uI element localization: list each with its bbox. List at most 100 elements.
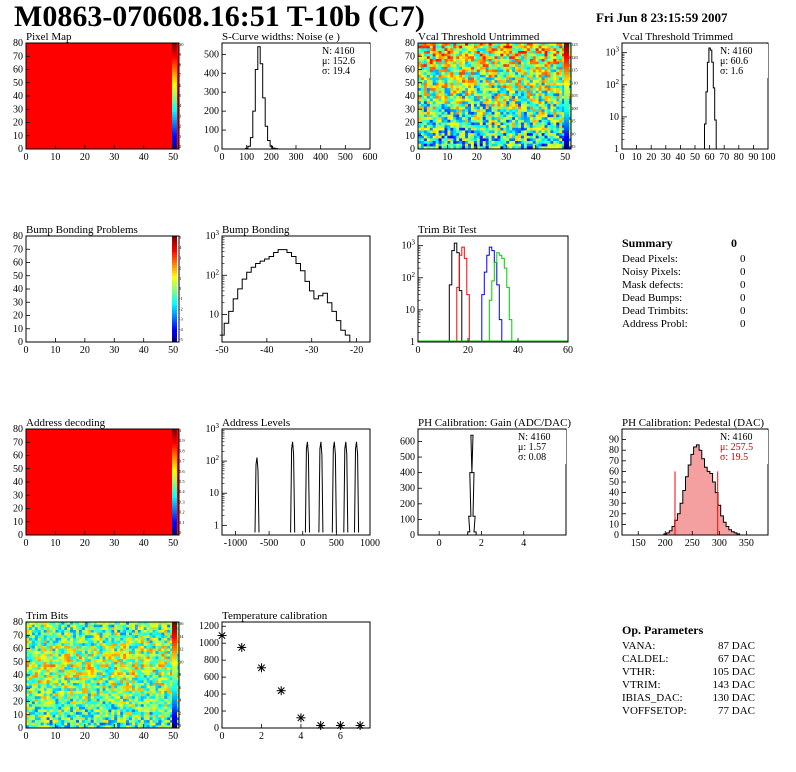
heatmap-cell <box>93 632 97 636</box>
heatmap-cell <box>520 74 525 78</box>
heatmap-cell <box>78 717 83 721</box>
heatmap-cell <box>167 661 171 665</box>
heatmap-cell <box>40 651 44 655</box>
heatmap-cell <box>509 98 513 102</box>
heatmap-cell <box>512 50 516 54</box>
heatmap-cell <box>438 77 442 81</box>
heatmap-cell <box>81 701 86 705</box>
heatmap-cell <box>444 93 448 97</box>
heatmap-cell <box>568 117 572 121</box>
heatmap-cell <box>99 690 103 694</box>
heatmap-cell <box>40 690 44 694</box>
heatmap-cell <box>568 48 572 52</box>
heatmap-cell <box>553 127 557 131</box>
heatmap-cell <box>520 93 525 97</box>
heatmap-cell <box>441 77 445 81</box>
heatmap-cell <box>432 80 436 84</box>
heatmap-cell <box>99 701 103 705</box>
heatmap-cell <box>58 645 62 649</box>
heatmap-cell <box>73 627 77 631</box>
heatmap-cell <box>476 66 481 70</box>
heatmap-cell <box>553 88 557 91</box>
heatmap-cell <box>435 98 439 102</box>
heatmap-cell <box>482 69 486 73</box>
heatmap-cell <box>538 125 542 129</box>
heatmap-cell <box>128 629 133 633</box>
heatmap-cell <box>550 103 554 107</box>
heatmap-cell <box>117 627 121 631</box>
heatmap-cell <box>76 717 80 721</box>
color-scale-step <box>172 725 177 729</box>
heatmap-cell <box>78 643 83 647</box>
heatmap-cell <box>76 677 80 681</box>
heatmap-cell <box>137 677 142 681</box>
heatmap-cell <box>143 696 147 700</box>
y-tick-label: 60 <box>13 65 23 76</box>
heatmap-cell <box>453 109 457 113</box>
heatmap-cell <box>40 624 44 628</box>
heatmap-cell <box>102 722 106 726</box>
heatmap-cell <box>40 682 44 686</box>
heatmap-cell <box>447 43 451 46</box>
heatmap-cell <box>114 720 118 723</box>
heatmap-cell <box>518 127 522 131</box>
heatmap-cell <box>28 629 33 633</box>
heatmap-cell <box>544 85 548 89</box>
heatmap-cell <box>87 693 92 697</box>
heatmap-cell <box>73 664 77 668</box>
heatmap-cell <box>102 701 106 705</box>
heatmap-cell <box>143 690 147 694</box>
heatmap-cell <box>550 98 554 102</box>
heatmap-cell <box>70 720 74 723</box>
heatmap-cell <box>438 141 442 144</box>
heatmap-cell <box>155 685 159 689</box>
heatmap-cell <box>562 82 566 86</box>
heatmap-cell <box>149 648 153 652</box>
heatmap-cell <box>102 712 106 716</box>
heatmap-cell <box>26 682 30 686</box>
color-scale-step <box>172 275 177 279</box>
heatmap-cell <box>164 643 168 647</box>
heatmap-cell <box>512 64 516 68</box>
heatmap-cell <box>535 133 539 137</box>
stats-box <box>716 430 768 464</box>
color-scale-label: 5 <box>179 235 182 240</box>
heatmap-cell <box>120 677 124 681</box>
heatmap-cell <box>562 64 566 68</box>
heatmap-cell <box>562 45 566 49</box>
heatmap-cell <box>526 64 531 68</box>
color-scale-step <box>172 111 177 115</box>
heatmap-cell <box>559 56 563 60</box>
heatmap-cell <box>134 690 139 694</box>
heatmap-cell <box>58 640 62 644</box>
heatmap-cell <box>544 109 548 113</box>
heatmap-cell <box>155 648 159 652</box>
heatmap-cell <box>497 127 501 131</box>
color-scale-step <box>564 106 569 110</box>
heatmap-cell <box>444 117 448 121</box>
heatmap-cell <box>459 109 463 113</box>
color-scale-label: 0.5 <box>179 479 185 484</box>
heatmap-cell <box>31 693 36 697</box>
heatmap-cell <box>164 659 168 663</box>
heatmap-cell <box>87 688 92 692</box>
heatmap-cell <box>432 50 436 54</box>
heatmap-cell <box>52 656 56 660</box>
heatmap-cell <box>131 701 136 705</box>
heatmap-cell <box>470 74 475 78</box>
heatmap-cell <box>518 98 522 102</box>
heatmap-cell <box>491 43 495 46</box>
heatmap-cell <box>120 706 124 710</box>
heatmap-cell <box>52 661 56 665</box>
heatmap-cell <box>538 103 542 107</box>
heatmap-cell <box>556 109 560 113</box>
y-tick-label: 10 <box>13 710 23 721</box>
heatmap-cell <box>78 627 83 631</box>
heatmap-cell <box>61 643 65 647</box>
y-tick-exponent: 2 <box>616 78 620 86</box>
heatmap-cell <box>562 135 566 139</box>
heatmap-cell <box>473 45 478 49</box>
heatmap-cell <box>28 669 33 673</box>
heatmap-cell <box>529 111 534 115</box>
y-tick-label: 50 <box>609 477 619 488</box>
